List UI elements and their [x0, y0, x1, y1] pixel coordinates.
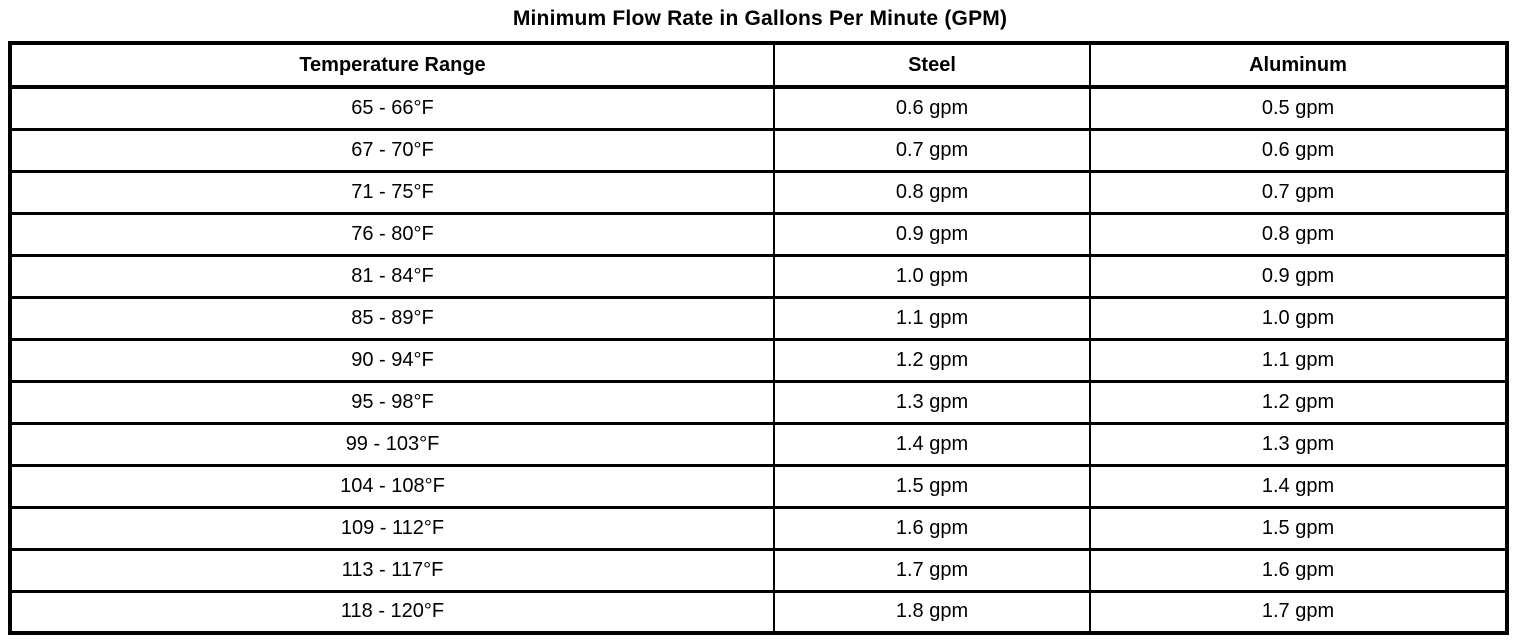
temperature-range-cell: 67 - 70°F [9, 127, 775, 173]
aluminum-cell: 1.2 gpm [1089, 379, 1508, 425]
temperature-range-cell: 65 - 66°F [9, 85, 775, 131]
aluminum-cell: 1.7 gpm [1089, 589, 1508, 635]
minimum-flow-rate-table: Temperature Range Steel Aluminum 65 - 66°F… [8, 41, 1509, 635]
table-row: 113 - 117°F 1.7 gpm 1.6 gpm [9, 547, 1508, 593]
steel-cell: 1.4 gpm [773, 421, 1091, 467]
steel-cell: 1.3 gpm [773, 379, 1091, 425]
temperature-range-cell: 90 - 94°F [9, 337, 775, 383]
steel-cell: 1.2 gpm [773, 337, 1091, 383]
aluminum-cell: 1.5 gpm [1089, 505, 1508, 551]
aluminum-cell: 1.6 gpm [1089, 547, 1508, 593]
table-row: 81 - 84°F 1.0 gpm 0.9 gpm [9, 253, 1508, 299]
steel-cell: 1.5 gpm [773, 463, 1091, 509]
steel-cell: 0.7 gpm [773, 127, 1091, 173]
temperature-range-cell: 95 - 98°F [9, 379, 775, 425]
table-row: 109 - 112°F 1.6 gpm 1.5 gpm [9, 505, 1508, 551]
steel-cell: 1.7 gpm [773, 547, 1091, 593]
temperature-range-cell: 113 - 117°F [9, 547, 775, 593]
aluminum-cell: 1.4 gpm [1089, 463, 1508, 509]
table-row: 71 - 75°F 0.8 gpm 0.7 gpm [9, 169, 1508, 215]
table-row: 90 - 94°F 1.2 gpm 1.1 gpm [9, 337, 1508, 383]
aluminum-cell: 0.5 gpm [1089, 85, 1508, 131]
column-header-temperature-range: Temperature Range [9, 41, 775, 89]
aluminum-cell: 0.7 gpm [1089, 169, 1508, 215]
temperature-range-cell: 99 - 103°F [9, 421, 775, 467]
temperature-range-cell: 85 - 89°F [9, 295, 775, 341]
temperature-range-cell: 104 - 108°F [9, 463, 775, 509]
table-row: 85 - 89°F 1.1 gpm 1.0 gpm [9, 295, 1508, 341]
temperature-range-cell: 76 - 80°F [9, 211, 775, 257]
table-row: 95 - 98°F 1.3 gpm 1.2 gpm [9, 379, 1508, 425]
table-row: 118 - 120°F 1.8 gpm 1.7 gpm [9, 589, 1508, 635]
aluminum-cell: 1.3 gpm [1089, 421, 1508, 467]
table-row: 65 - 66°F 0.6 gpm 0.5 gpm [9, 85, 1508, 131]
steel-cell: 1.6 gpm [773, 505, 1091, 551]
steel-cell: 0.8 gpm [773, 169, 1091, 215]
table-title: Minimum Flow Rate in Gallons Per Minute … [512, 7, 1008, 30]
table-row: 104 - 108°F 1.5 gpm 1.4 gpm [9, 463, 1508, 509]
table-row: 76 - 80°F 0.9 gpm 0.8 gpm [9, 211, 1508, 257]
aluminum-cell: 1.1 gpm [1089, 337, 1508, 383]
aluminum-cell: 0.9 gpm [1089, 253, 1508, 299]
temperature-range-cell: 109 - 112°F [9, 505, 775, 551]
table-header-row: Temperature Range Steel Aluminum [9, 41, 1508, 89]
table-row: 99 - 103°F 1.4 gpm 1.3 gpm [9, 421, 1508, 467]
column-header-aluminum: Aluminum [1089, 41, 1508, 89]
steel-cell: 1.8 gpm [773, 589, 1091, 635]
temperature-range-cell: 118 - 120°F [9, 589, 775, 635]
steel-cell: 1.0 gpm [773, 253, 1091, 299]
column-header-steel: Steel [773, 41, 1091, 89]
steel-cell: 1.1 gpm [773, 295, 1091, 341]
steel-cell: 0.9 gpm [773, 211, 1091, 257]
aluminum-cell: 0.8 gpm [1089, 211, 1508, 257]
temperature-range-cell: 81 - 84°F [9, 253, 775, 299]
steel-cell: 0.6 gpm [773, 85, 1091, 131]
temperature-range-cell: 71 - 75°F [9, 169, 775, 215]
aluminum-cell: 0.6 gpm [1089, 127, 1508, 173]
aluminum-cell: 1.0 gpm [1089, 295, 1508, 341]
table-row: 67 - 70°F 0.7 gpm 0.6 gpm [9, 127, 1508, 173]
